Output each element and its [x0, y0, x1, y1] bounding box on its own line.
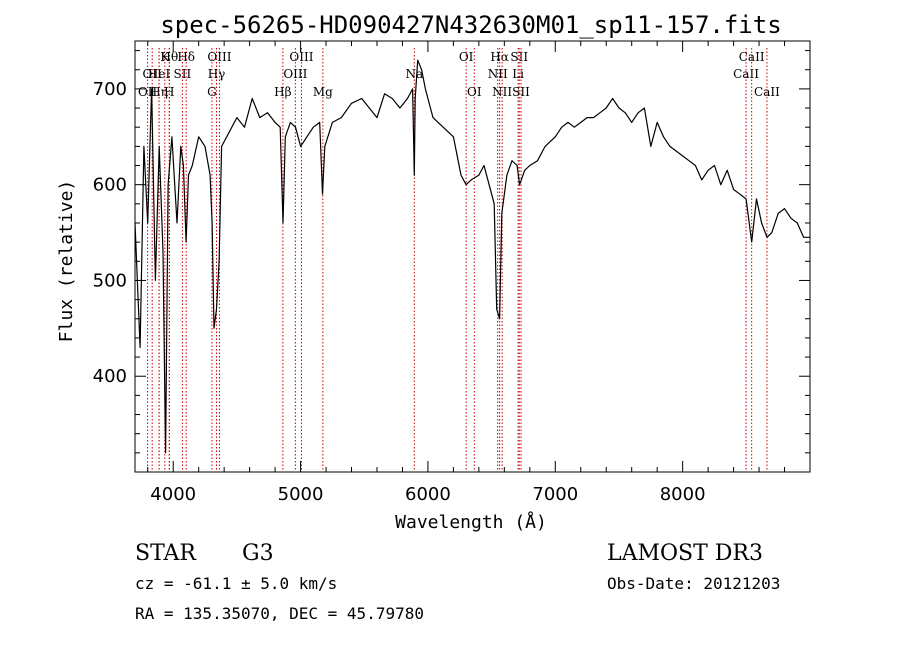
- spectrum-line: [134, 59, 810, 454]
- line-markers: OIIOIIHηHeIKHHθSIIHδGHγOIIIHβOIIIOIIIMgN…: [138, 48, 780, 472]
- line-label: OIII: [289, 50, 313, 64]
- y-tick-label: 500: [93, 270, 127, 291]
- line-label: Mg: [313, 85, 333, 99]
- line-label: Hβ: [274, 85, 291, 99]
- x-tick-label: 7000: [532, 484, 578, 505]
- y-axis-ticks: 400 500 600 700: [93, 50, 810, 454]
- line-label: SII: [512, 85, 530, 99]
- line-label: SII: [174, 67, 192, 81]
- object-subclass: G3: [242, 541, 274, 566]
- line-label: NII: [492, 85, 512, 99]
- y-tick-label: 600: [93, 175, 127, 196]
- coordinates-readout: RA = 135.35070, DEC = 45.79780: [135, 604, 424, 623]
- x-tick-label: 5000: [278, 484, 324, 505]
- object-class: STAR: [135, 541, 197, 566]
- chart-title: spec-56265-HD090427N432630M01_sp11-157.f…: [160, 11, 781, 39]
- line-label: Hη: [150, 85, 168, 99]
- x-tick-label: 4000: [150, 484, 196, 505]
- x-axis-label: Wavelength (Å): [395, 511, 547, 533]
- line-label: Hθ: [161, 50, 179, 64]
- line-label: OI: [467, 85, 482, 99]
- line-label: CaII: [754, 85, 780, 99]
- spectrum-series: [134, 59, 810, 454]
- line-label: SII: [510, 50, 528, 64]
- line-label: CaII: [733, 67, 759, 81]
- line-label: OI: [459, 50, 474, 64]
- line-label: G: [207, 85, 217, 99]
- line-label: Li: [512, 67, 524, 81]
- y-tick-label: 700: [93, 79, 127, 100]
- line-label: H: [164, 85, 174, 99]
- survey-release: LAMOST DR3: [607, 541, 763, 566]
- line-label: Na: [405, 67, 423, 81]
- line-label: Hγ: [208, 67, 226, 81]
- line-label: NII: [488, 67, 508, 81]
- y-axis-label: Flux (relative): [56, 180, 77, 343]
- x-axis-ticks: 4000 5000 6000 7000 8000: [147, 41, 811, 505]
- x-tick-label: 8000: [660, 484, 706, 505]
- line-label: Hδ: [177, 50, 195, 64]
- observation-date: Obs-Date: 20121203: [607, 574, 780, 593]
- line-label: CaII: [739, 50, 765, 64]
- y-tick-label: 400: [93, 366, 127, 387]
- plot-area: [134, 40, 811, 473]
- line-label: OIII: [283, 67, 307, 81]
- line-label: HeI: [148, 67, 171, 81]
- x-tick-label: 6000: [405, 484, 451, 505]
- line-label: OIII: [207, 50, 231, 64]
- line-label: OII: [143, 67, 163, 81]
- redshift-readout: cz = -61.1 ± 5.0 km/s: [135, 574, 337, 593]
- line-label: K: [160, 50, 170, 64]
- line-label: Hα: [490, 50, 509, 64]
